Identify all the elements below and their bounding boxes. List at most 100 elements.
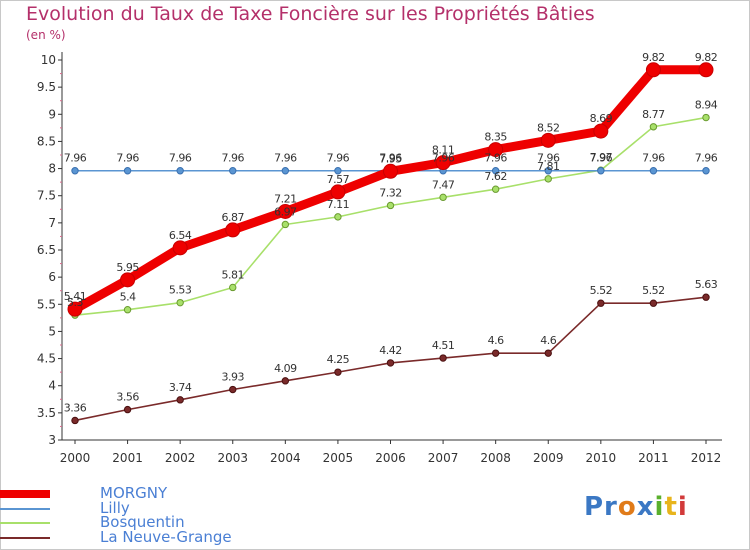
data-label-bosquentin: 5.3	[67, 296, 83, 309]
data-label-morgny: 6.87	[222, 211, 245, 224]
data-label-la-neuve-grange: 5.52	[590, 284, 613, 297]
data-label-bosquentin: 7.11	[327, 198, 350, 211]
y-tick-label: 9	[48, 107, 56, 121]
data-point-la-neuve-grange	[386, 359, 395, 367]
data-label-bosquentin: 7.62	[484, 170, 507, 183]
data-point-lilly	[597, 167, 605, 175]
legend-swatch	[0, 508, 50, 510]
data-label-morgny: 9.82	[642, 51, 665, 64]
data-label-la-neuve-grange: 4.6	[488, 334, 504, 347]
legend-item: Lilly	[0, 501, 130, 516]
data-point-lilly	[123, 167, 132, 175]
logo-letter: o	[617, 492, 637, 522]
y-tick-label: 8	[48, 162, 56, 176]
x-tick-label: 2003	[217, 451, 248, 465]
y-tick-label: 6.5	[37, 243, 56, 257]
logo-letter: x	[636, 492, 655, 522]
data-label-morgny: 5.95	[116, 261, 139, 274]
y-tick-label: 5	[48, 324, 56, 338]
data-label-morgny: 9.82	[695, 51, 718, 64]
data-point-morgny	[488, 142, 504, 158]
data-point-lilly	[702, 167, 710, 175]
data-label-bosquentin: 5.81	[222, 268, 245, 281]
series-line-la-neuve-grange	[74, 296, 707, 422]
data-label-la-neuve-grange: 4.25	[327, 353, 350, 366]
data-label-bosquentin: 8.94	[695, 99, 718, 112]
data-label-la-neuve-grange: 3.56	[116, 391, 139, 404]
data-label-lilly: 7.96	[169, 152, 192, 165]
logo-letter: Pr	[584, 492, 618, 522]
data-label-lilly: 7.96	[379, 152, 402, 165]
data-point-la-neuve-grange	[281, 377, 290, 385]
data-label-lilly: 7.96	[642, 152, 665, 165]
y-tick-label: 6	[48, 270, 56, 284]
data-label-lilly: 7.96	[590, 152, 613, 165]
data-label-bosquentin: 7.97	[590, 151, 613, 164]
data-label-bosquentin: 5.4	[120, 291, 136, 304]
data-label-la-neuve-grange: 3.74	[169, 381, 192, 394]
data-point-la-neuve-grange	[649, 299, 658, 307]
legend-swatch	[0, 490, 50, 498]
data-label-bosquentin: 7.47	[432, 178, 455, 191]
data-point-bosquentin	[491, 185, 500, 193]
data-point-la-neuve-grange	[597, 299, 605, 307]
data-point-bosquentin	[229, 283, 237, 292]
y-tick-label: 7.5	[37, 189, 56, 203]
data-point-lilly	[491, 167, 500, 175]
legend-item: Bosquentin	[0, 515, 185, 530]
data-label-la-neuve-grange: 5.63	[695, 278, 718, 291]
legend-swatch	[0, 522, 50, 524]
x-tick-label: 2012	[691, 451, 722, 465]
data-point-la-neuve-grange	[71, 416, 79, 425]
data-point-bosquentin	[649, 123, 658, 131]
data-label-lilly: 7.96	[695, 152, 718, 165]
data-label-lilly: 7.96	[432, 152, 455, 165]
data-label-morgny: 8.11	[432, 144, 455, 157]
data-label-lilly: 7.96	[64, 152, 87, 165]
data-point-morgny	[645, 62, 661, 78]
data-point-la-neuve-grange	[334, 368, 342, 376]
data-label-bosquentin: 5.53	[169, 284, 192, 297]
x-tick-label: 2000	[60, 451, 91, 465]
y-tick-label: 4	[48, 379, 56, 393]
x-tick-label: 2006	[375, 451, 406, 465]
y-axis-unit-label: (en %)	[26, 28, 66, 42]
y-tick-label: 7	[48, 216, 56, 230]
data-label-lilly: 7.96	[274, 152, 297, 165]
data-point-bosquentin	[123, 306, 132, 314]
data-label-morgny: 8.35	[484, 131, 507, 144]
data-point-lilly	[281, 167, 290, 175]
y-tick-label: 9.5	[37, 80, 56, 94]
data-point-bosquentin	[334, 213, 342, 221]
data-point-la-neuve-grange	[702, 293, 710, 301]
x-tick-label: 2001	[112, 451, 143, 465]
data-label-lilly: 7.96	[327, 152, 350, 165]
legend-label: MORGNY	[100, 484, 168, 502]
legend-item: La Neuve-Grange	[0, 530, 232, 545]
x-tick-label: 2007	[428, 451, 459, 465]
data-label-morgny: 5.41	[64, 290, 87, 303]
data-point-lilly	[649, 167, 658, 175]
data-label-la-neuve-grange: 4.42	[379, 344, 402, 357]
data-point-bosquentin	[176, 298, 184, 307]
data-label-lilly: 7.96	[484, 152, 507, 165]
x-tick-label: 2009	[533, 451, 564, 465]
data-point-bosquentin	[702, 113, 710, 122]
data-label-bosquentin: 8.77	[642, 108, 665, 121]
data-point-morgny	[67, 301, 83, 317]
data-point-bosquentin	[544, 175, 552, 183]
data-label-la-neuve-grange: 5.52	[642, 284, 665, 297]
data-label-la-neuve-grange: 3.93	[222, 371, 245, 384]
data-label-la-neuve-grange: 4.51	[432, 339, 455, 352]
logo-letter: i	[654, 492, 665, 522]
data-point-bosquentin	[281, 220, 290, 229]
data-label-la-neuve-grange: 3.36	[64, 401, 87, 414]
data-point-lilly	[229, 167, 237, 175]
data-point-la-neuve-grange	[176, 396, 184, 404]
data-label-lilly: 7.96	[222, 152, 245, 165]
data-point-morgny	[330, 184, 346, 200]
y-tick-label: 3.5	[37, 406, 56, 420]
x-tick-label: 2004	[270, 451, 301, 465]
data-label-lilly: 7.96	[537, 152, 560, 165]
y-tick-label: 8.5	[37, 134, 56, 148]
